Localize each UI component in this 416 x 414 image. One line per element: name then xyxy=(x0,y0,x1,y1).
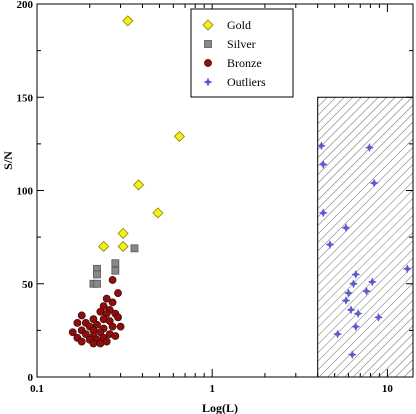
series-outliers xyxy=(316,141,412,360)
outliers-point xyxy=(373,312,384,322)
series-silver xyxy=(89,244,139,288)
gold-point xyxy=(98,240,110,253)
legend-item-gold: Gold xyxy=(202,18,251,32)
y-tick-label: 50 xyxy=(22,279,34,291)
legend-item-outliers: Outliers xyxy=(203,75,266,89)
chart-legend: Gold Silver Bronze Outliers xyxy=(190,8,294,98)
outliers-point xyxy=(333,329,343,339)
outliers-point xyxy=(353,308,363,319)
y-tick-label: 0 xyxy=(28,372,34,384)
gold-point xyxy=(173,130,185,142)
outliers-point xyxy=(364,142,375,153)
outliers-point xyxy=(367,277,377,287)
legend-label-outliers: Outliers xyxy=(227,75,266,89)
legend-marker-silver xyxy=(204,40,212,48)
outliers-point xyxy=(343,288,354,298)
gold-point xyxy=(117,240,129,253)
legend-marker-bronze xyxy=(204,59,212,67)
outliers-point xyxy=(402,264,412,274)
bronze-point xyxy=(114,313,122,322)
outliers-point xyxy=(341,223,351,233)
bronze-point xyxy=(108,322,117,331)
bronze-point xyxy=(89,339,98,348)
bronze-point xyxy=(114,289,122,297)
legend-item-silver: Silver xyxy=(204,37,256,51)
legend-label-bronze: Bronze xyxy=(227,56,262,70)
bronze-point xyxy=(89,315,98,324)
series-bronze xyxy=(68,276,125,348)
bronze-point xyxy=(77,337,86,346)
legend-marker-outliers xyxy=(203,77,213,87)
gold-point xyxy=(122,15,134,27)
x-tick-label: 0.1 xyxy=(30,383,44,395)
outliers-point xyxy=(351,269,361,280)
legend-item-bronze: Bronze xyxy=(204,56,262,70)
silver-point xyxy=(93,270,101,279)
bronze-point xyxy=(77,311,86,320)
gold-point xyxy=(152,207,164,219)
outliers-point xyxy=(316,141,327,151)
outliers-point xyxy=(361,286,372,296)
bronze-point xyxy=(93,320,101,329)
outliers-point xyxy=(369,178,379,188)
silver-point xyxy=(130,244,139,253)
legend-label-silver: Silver xyxy=(227,37,256,51)
series-gold xyxy=(98,15,185,253)
legend-marker-gold xyxy=(202,19,214,31)
gold-point xyxy=(133,179,145,191)
outliers-point xyxy=(348,279,359,289)
outliers-point xyxy=(347,349,357,360)
silver-point xyxy=(93,279,101,288)
bronze-point xyxy=(73,319,82,327)
bronze-point xyxy=(102,294,111,303)
x-axis-label: Log(L) xyxy=(202,401,238,414)
outliers-point xyxy=(346,305,356,315)
y-tick-label: 150 xyxy=(17,92,34,104)
outliers-point xyxy=(318,208,328,218)
outliers-point xyxy=(318,159,328,170)
bronze-point xyxy=(116,322,125,331)
bronze-point xyxy=(108,276,117,284)
y-axis-label: S/N xyxy=(1,151,15,170)
outliers-point xyxy=(325,239,335,250)
x-tick-label: 10 xyxy=(382,383,394,395)
bronze-point xyxy=(111,332,120,340)
silver-point xyxy=(111,266,120,275)
outliers-point xyxy=(341,295,351,306)
bronze-point xyxy=(68,328,77,337)
silver-point xyxy=(111,259,120,268)
outliers-point xyxy=(351,322,361,332)
bronze-point xyxy=(81,330,90,339)
legend-label-gold: Gold xyxy=(227,18,251,32)
gold-point xyxy=(117,227,129,239)
bronze-point xyxy=(96,339,105,348)
x-tick-label: 1 xyxy=(209,383,215,395)
bronze-point xyxy=(108,298,117,307)
y-tick-label: 100 xyxy=(17,186,34,198)
hatched-region xyxy=(317,96,414,378)
y-tick-label: 200 xyxy=(17,0,34,11)
